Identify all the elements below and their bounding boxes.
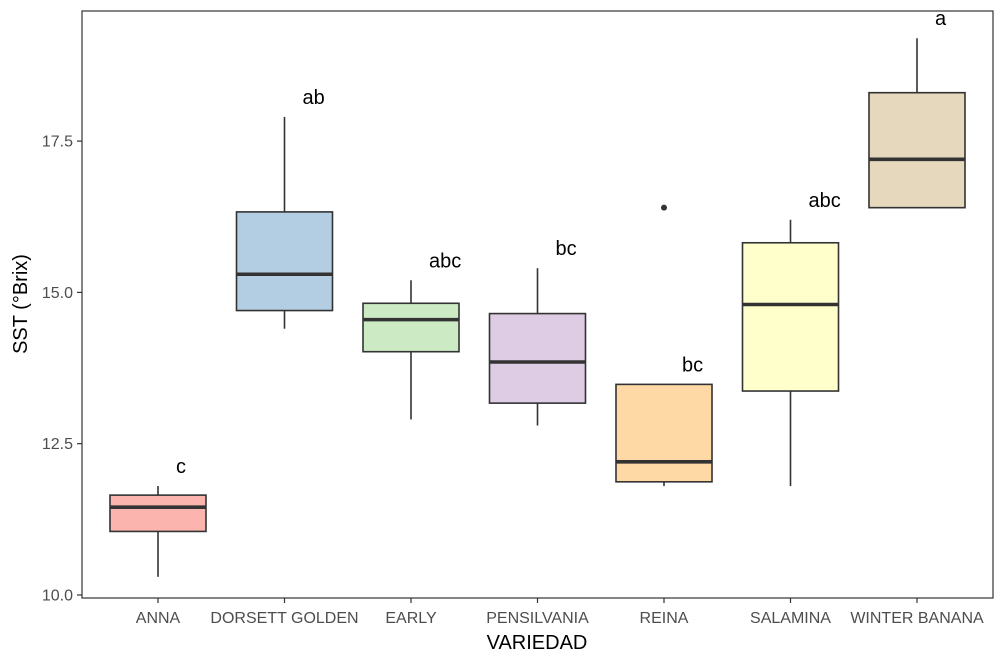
significance-letter: ab — [303, 87, 325, 109]
box-body — [741, 241, 840, 392]
box-body — [109, 494, 207, 533]
significance-letter: abc — [429, 250, 461, 272]
box-group: c — [109, 456, 207, 577]
y-tick-label: 10.0 — [42, 587, 73, 604]
box-body — [488, 312, 587, 404]
x-tick-label: DORSETT GOLDEN — [210, 610, 358, 627]
y-tick-label: 15.0 — [42, 285, 73, 302]
box-group: abc — [362, 250, 461, 420]
x-tick-label: PENSILVANIA — [486, 610, 589, 627]
box-body — [615, 383, 713, 483]
x-tick-label: SALAMINA — [750, 610, 831, 627]
significance-letter: c — [176, 456, 186, 478]
axes: 10.0 12.5 15.0 17.5 ANNA DORSETT GOLDEN EARLY P… — [42, 134, 984, 627]
significance-letter: bc — [682, 354, 703, 376]
x-tick-label: WINTER BANANA — [850, 610, 984, 627]
box-body — [868, 91, 966, 209]
y-tick-label: 17.5 — [42, 134, 73, 151]
box-group: abc — [741, 190, 841, 487]
significance-letter: bc — [556, 238, 577, 260]
x-tick-label: EARLY — [385, 610, 437, 627]
box-group: a — [868, 8, 966, 209]
significance-letter: abc — [809, 190, 841, 212]
x-tick-label: ANNA — [136, 610, 181, 627]
box-body — [362, 302, 460, 353]
y-axis-title: SST (°Brix) — [10, 254, 32, 354]
x-axis-title: VARIEDAD — [487, 632, 588, 654]
plot-area: c ab abc bc bc abc a — [109, 8, 966, 577]
box-group: bc — [488, 238, 587, 426]
y-tick-label: 12.5 — [42, 436, 73, 453]
x-tick-label: REINA — [640, 610, 689, 627]
significance-letter: a — [935, 8, 947, 30]
box-body — [235, 211, 334, 312]
outlier-point — [661, 204, 667, 211]
box-group: bc — [615, 204, 713, 487]
box-group: ab — [235, 87, 334, 329]
